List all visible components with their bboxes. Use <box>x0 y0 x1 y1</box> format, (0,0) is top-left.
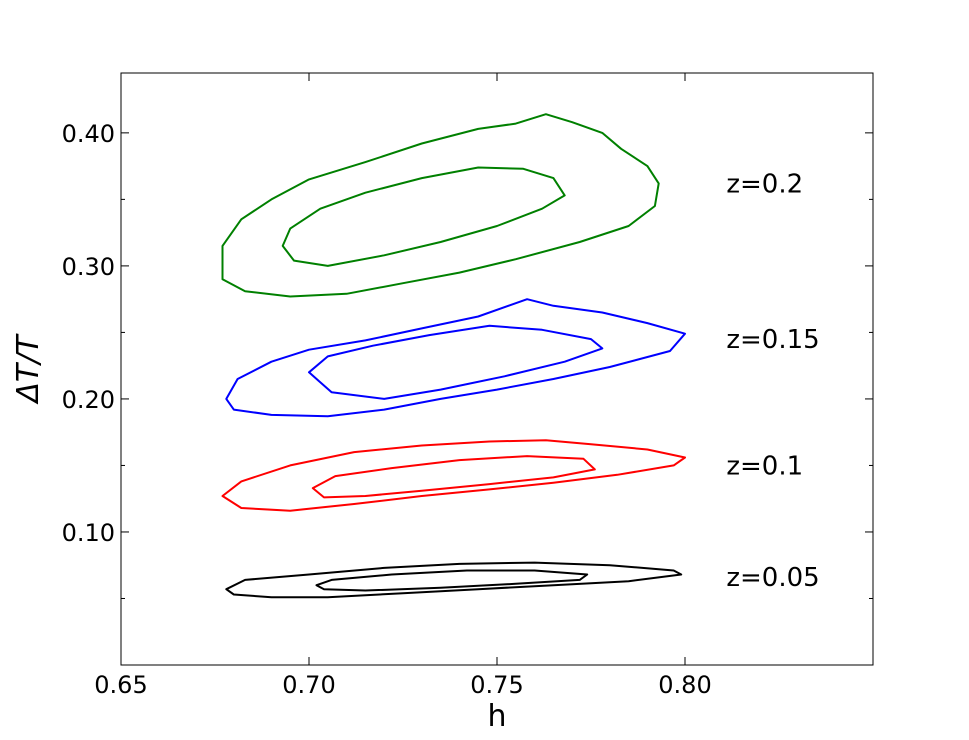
y-tick-label: 0.40 <box>62 120 115 148</box>
y-tick-label: 0.10 <box>62 519 115 547</box>
series-labels: z=0.2 z=0.15 z=0.1 z=0.05 <box>726 169 819 593</box>
series-label: z=0.15 <box>726 325 819 355</box>
y-axis-title: ΔT/T <box>11 333 46 405</box>
x-tick-label: 0.80 <box>658 671 711 699</box>
contour-z-0-05-inner <box>315 569 589 592</box>
series-label: z=0.05 <box>726 563 819 593</box>
series-label: z=0.1 <box>726 451 803 481</box>
x-axis-title: h <box>487 699 506 734</box>
y-tick-label: 0.30 <box>62 253 115 281</box>
series-label: z=0.2 <box>726 169 803 199</box>
contour-z-0-1-inner <box>311 455 596 499</box>
y-tick-label: 0.20 <box>62 386 115 414</box>
contour-z-0-1-outer <box>221 439 686 512</box>
contour-group <box>221 113 686 599</box>
contour-z-0-2-outer <box>221 113 660 298</box>
x-tick-label: 0.70 <box>282 671 335 699</box>
contour-z-0-15-outer <box>225 298 686 418</box>
x-tick-label: 0.65 <box>94 671 147 699</box>
x-tick-label: 0.75 <box>470 671 523 699</box>
contour-z-0-15-inner <box>308 324 604 400</box>
axis-ticks: 0.65 0.70 0.75 0.80 0.10 0.20 0.30 0.40 <box>62 73 873 699</box>
contour-z-0-05-outer <box>225 561 683 599</box>
contour-z-0-2-inner <box>281 166 566 267</box>
